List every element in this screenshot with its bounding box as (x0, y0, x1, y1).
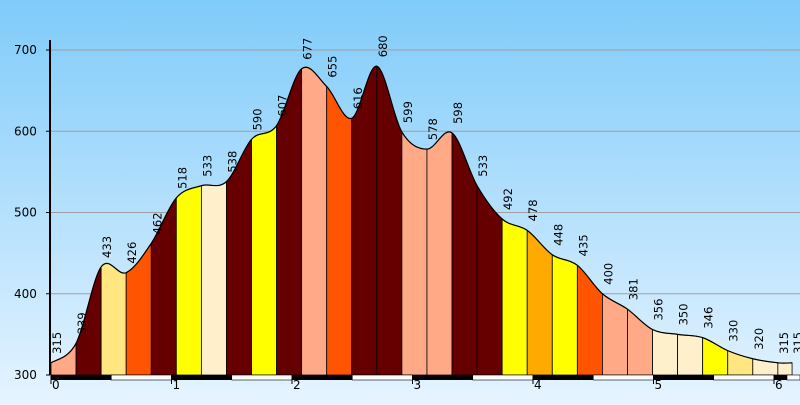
elevation-label: 518 (175, 167, 189, 189)
elevation-segment-6 (175, 185, 202, 376)
elevation-segment-9 (251, 124, 277, 376)
elevation-label: 315 (777, 332, 791, 354)
elevation-label: 315 (791, 332, 800, 354)
elevation-label: 448 (551, 224, 565, 246)
elevation-segment-7 (200, 180, 227, 376)
x-scale-bar-dark (653, 375, 714, 380)
elevation-label: 599 (401, 101, 415, 123)
x-tick-label: 6 (775, 378, 783, 392)
x-scale-bar-light (713, 374, 775, 381)
elevation-segment-15 (401, 130, 428, 376)
x-scale-bar-dark (51, 375, 112, 380)
elevation-label: 315 (50, 332, 64, 354)
elevation-label: 435 (576, 234, 590, 256)
elevation-segment-16 (426, 131, 453, 376)
x-scale-bar-dark (171, 375, 232, 380)
elevation-label: 433 (100, 236, 114, 258)
y-axis-ticks: 300 400 500 600 700 (14, 43, 50, 382)
x-tick-label: 1 (173, 378, 181, 392)
profile-outline (50, 65, 793, 364)
elevation-label: 538 (225, 151, 239, 173)
elevation-label: 320 (752, 328, 766, 350)
elevation-label: 677 (301, 38, 315, 60)
elevation-label: 598 (451, 102, 465, 124)
elevation-label: 339 (75, 312, 89, 334)
elevation-labels: 315 339 433 426 462 518 533 538 590 607 677 655 616 6… (50, 35, 800, 354)
elevation-label: 492 (501, 188, 515, 210)
x-scale-bar-light (351, 374, 413, 381)
elevation-label: 462 (150, 212, 164, 234)
elevation-label: 533 (200, 155, 214, 177)
elevation-label: 590 (251, 108, 265, 130)
elevation-label: 533 (476, 155, 490, 177)
elevation-segment-11 (301, 66, 328, 376)
elevation-segment-30 (777, 362, 793, 376)
x-scale-bar-light (472, 374, 534, 381)
elevation-segment-12 (326, 85, 353, 376)
elevation-segment-25 (652, 328, 678, 376)
elevation-label: 346 (702, 307, 716, 329)
y-tick-label: 600 (14, 124, 37, 138)
y-tick-label: 400 (14, 287, 37, 301)
elevation-label: 356 (652, 299, 666, 321)
x-tick-label: 3 (414, 378, 422, 392)
elevation-segment-3 (100, 263, 127, 376)
profile-outline-curve (50, 65, 793, 364)
elevation-label: 426 (125, 242, 139, 264)
x-tick-label: 5 (655, 378, 663, 392)
x-scale-bar-light (786, 374, 800, 381)
elevation-segment-26 (677, 333, 704, 376)
elevation-label: 655 (326, 56, 340, 78)
elevation-label: 330 (727, 320, 741, 342)
elevation-label: 400 (601, 263, 615, 285)
x-tick-label: 4 (534, 378, 542, 392)
x-scale-bar-light (592, 374, 654, 381)
y-tick-label: 300 (14, 368, 37, 382)
x-scale-bar-dark (533, 375, 594, 380)
x-scale-bar-dark (774, 375, 787, 380)
elevation-segment-21 (551, 253, 578, 376)
x-tick-label: 2 (293, 378, 301, 392)
axes (49, 40, 800, 381)
elevation-label: 607 (276, 95, 290, 117)
x-scale-bar-light (231, 374, 293, 381)
elevation-label: 350 (677, 303, 691, 325)
y-tick-label: 700 (14, 43, 37, 57)
elevation-label: 616 (351, 87, 365, 109)
elevation-label: 478 (526, 199, 540, 221)
x-tick-label: 0 (52, 378, 60, 392)
x-scale-bar-light (110, 374, 172, 381)
x-scale-bar-dark (292, 375, 353, 380)
x-scale-bar-dark (412, 375, 473, 380)
y-tick-label: 500 (14, 206, 37, 220)
elevation-label: 381 (626, 278, 640, 300)
elevation-segments (50, 65, 793, 376)
elevation-label: 578 (426, 118, 440, 140)
x-axis-ticks: 0 1 2 3 4 5 6 (50, 375, 783, 392)
elevation-label: 680 (376, 35, 390, 57)
elevation-segment-19 (501, 218, 528, 376)
